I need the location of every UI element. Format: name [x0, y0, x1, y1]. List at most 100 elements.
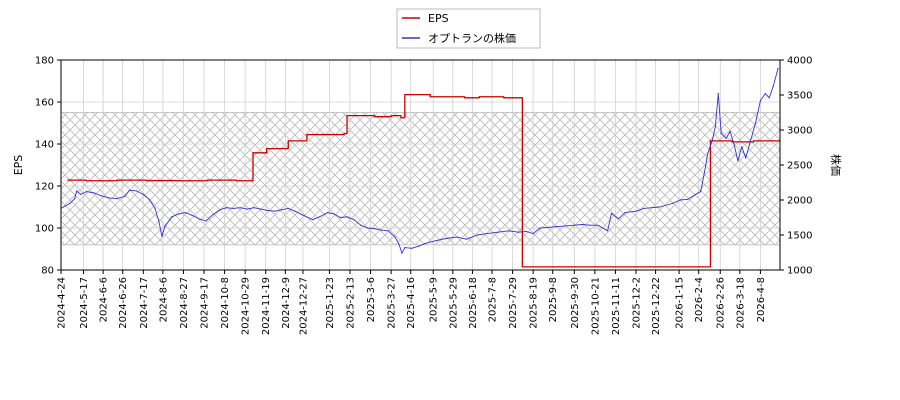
data-point [703, 171, 706, 173]
left-tick-label: 100 [35, 224, 54, 235]
data-point [687, 198, 689, 200]
data-point [312, 219, 314, 221]
left-axis-title: EPS [12, 155, 25, 176]
x-tick-label: 2025-10-21 [590, 277, 601, 335]
data-point [573, 224, 575, 226]
x-tick-label: 2025-1-23 [325, 277, 336, 329]
data-point [532, 233, 534, 235]
x-tick-label: 2024-10-8 [220, 277, 231, 329]
data-point [521, 266, 523, 268]
data-point [574, 266, 576, 268]
data-point [589, 224, 591, 226]
data-point [85, 180, 88, 182]
data-point [394, 236, 396, 238]
data-point [658, 206, 661, 208]
data-point [390, 115, 392, 117]
data-point [326, 212, 329, 214]
data-point [76, 190, 78, 192]
x-tick-label: 2025-5-9 [429, 277, 440, 322]
data-point [135, 190, 138, 192]
data-point [624, 212, 626, 214]
x-tick-label: 2025-9-30 [570, 277, 581, 329]
data-point [671, 202, 673, 205]
data-point [284, 148, 286, 150]
data-point [539, 227, 541, 229]
data-point [260, 208, 262, 210]
left-tick-label: 160 [35, 98, 54, 109]
x-tick-label: 2025-4-16 [406, 277, 417, 329]
x-tick-label: 2024-9-17 [200, 277, 211, 329]
right-axis: 1000 1500 2000 2500 3000 3500 4000 [780, 56, 812, 277]
x-tick-label: 2026-2-26 [716, 277, 727, 329]
data-point [154, 207, 156, 209]
data-point [175, 180, 178, 182]
data-point [404, 247, 406, 249]
data-point [219, 209, 221, 211]
x-axis: 2024-4-24 2024-5-17 2024-6-6 2024-6-26 2024-… [57, 270, 767, 335]
data-point [486, 233, 488, 235]
data-point [253, 207, 255, 209]
data-point [400, 117, 402, 119]
series-price [61, 67, 779, 254]
data-point [239, 207, 241, 209]
data-point [346, 115, 348, 117]
grid [60, 59, 780, 271]
data-point [610, 212, 613, 214]
data-point [93, 192, 95, 194]
data-point [124, 195, 126, 198]
data-point [717, 93, 719, 95]
data-point [597, 224, 599, 226]
x-tick-label: 2025-11-11 [611, 277, 622, 335]
data-point [525, 230, 527, 233]
data-point [373, 228, 376, 230]
data-point [191, 214, 193, 216]
data-point [651, 207, 653, 209]
data-point [148, 198, 150, 200]
data-point [733, 143, 735, 145]
data-point [497, 231, 499, 233]
x-tick-label: 2024-12-27 [298, 277, 309, 335]
data-point [232, 207, 235, 209]
data-point [729, 130, 731, 132]
legend-label-eps: EPS [428, 12, 449, 25]
x-tick-label: 2024-12-9 [281, 277, 292, 329]
data-point [548, 226, 550, 228]
left-tick-label: 180 [35, 56, 54, 67]
left-tick-label: 140 [35, 140, 54, 151]
right-tick-label: 3000 [787, 126, 812, 137]
data-point [339, 216, 341, 219]
data-point [508, 230, 510, 232]
data-point [478, 96, 480, 98]
legend: EPS オプトランの株価 [396, 8, 541, 49]
data-point [225, 207, 228, 209]
data-point [768, 97, 770, 99]
x-tick-label: 2025-3-27 [387, 277, 398, 329]
right-tick-label: 2500 [787, 161, 812, 172]
data-point [695, 193, 697, 195]
data-point [411, 247, 413, 249]
data-point [67, 179, 69, 181]
data-point [752, 140, 755, 142]
data-point [158, 221, 160, 223]
data-point [711, 139, 714, 141]
data-point [709, 140, 712, 142]
data-point [398, 243, 400, 245]
data-point [731, 141, 733, 143]
data-point [581, 223, 583, 226]
data-point [435, 240, 437, 242]
data-point [606, 230, 609, 232]
data-point [401, 252, 403, 254]
data-point [617, 218, 619, 220]
data-point [235, 180, 237, 182]
data-point [714, 125, 716, 128]
x-tick-label: 2024-7-17 [139, 277, 150, 329]
data-point [520, 97, 522, 99]
x-tick-label: 2024-10-29 [241, 277, 252, 335]
data-point [306, 133, 308, 136]
data-point [741, 146, 743, 148]
x-tick-label: 2026-3-18 [735, 277, 746, 329]
data-point [177, 213, 180, 215]
x-tick-label: 2025-9-8 [548, 277, 559, 322]
left-axis: 80 100 120 140 160 180 [35, 56, 61, 277]
